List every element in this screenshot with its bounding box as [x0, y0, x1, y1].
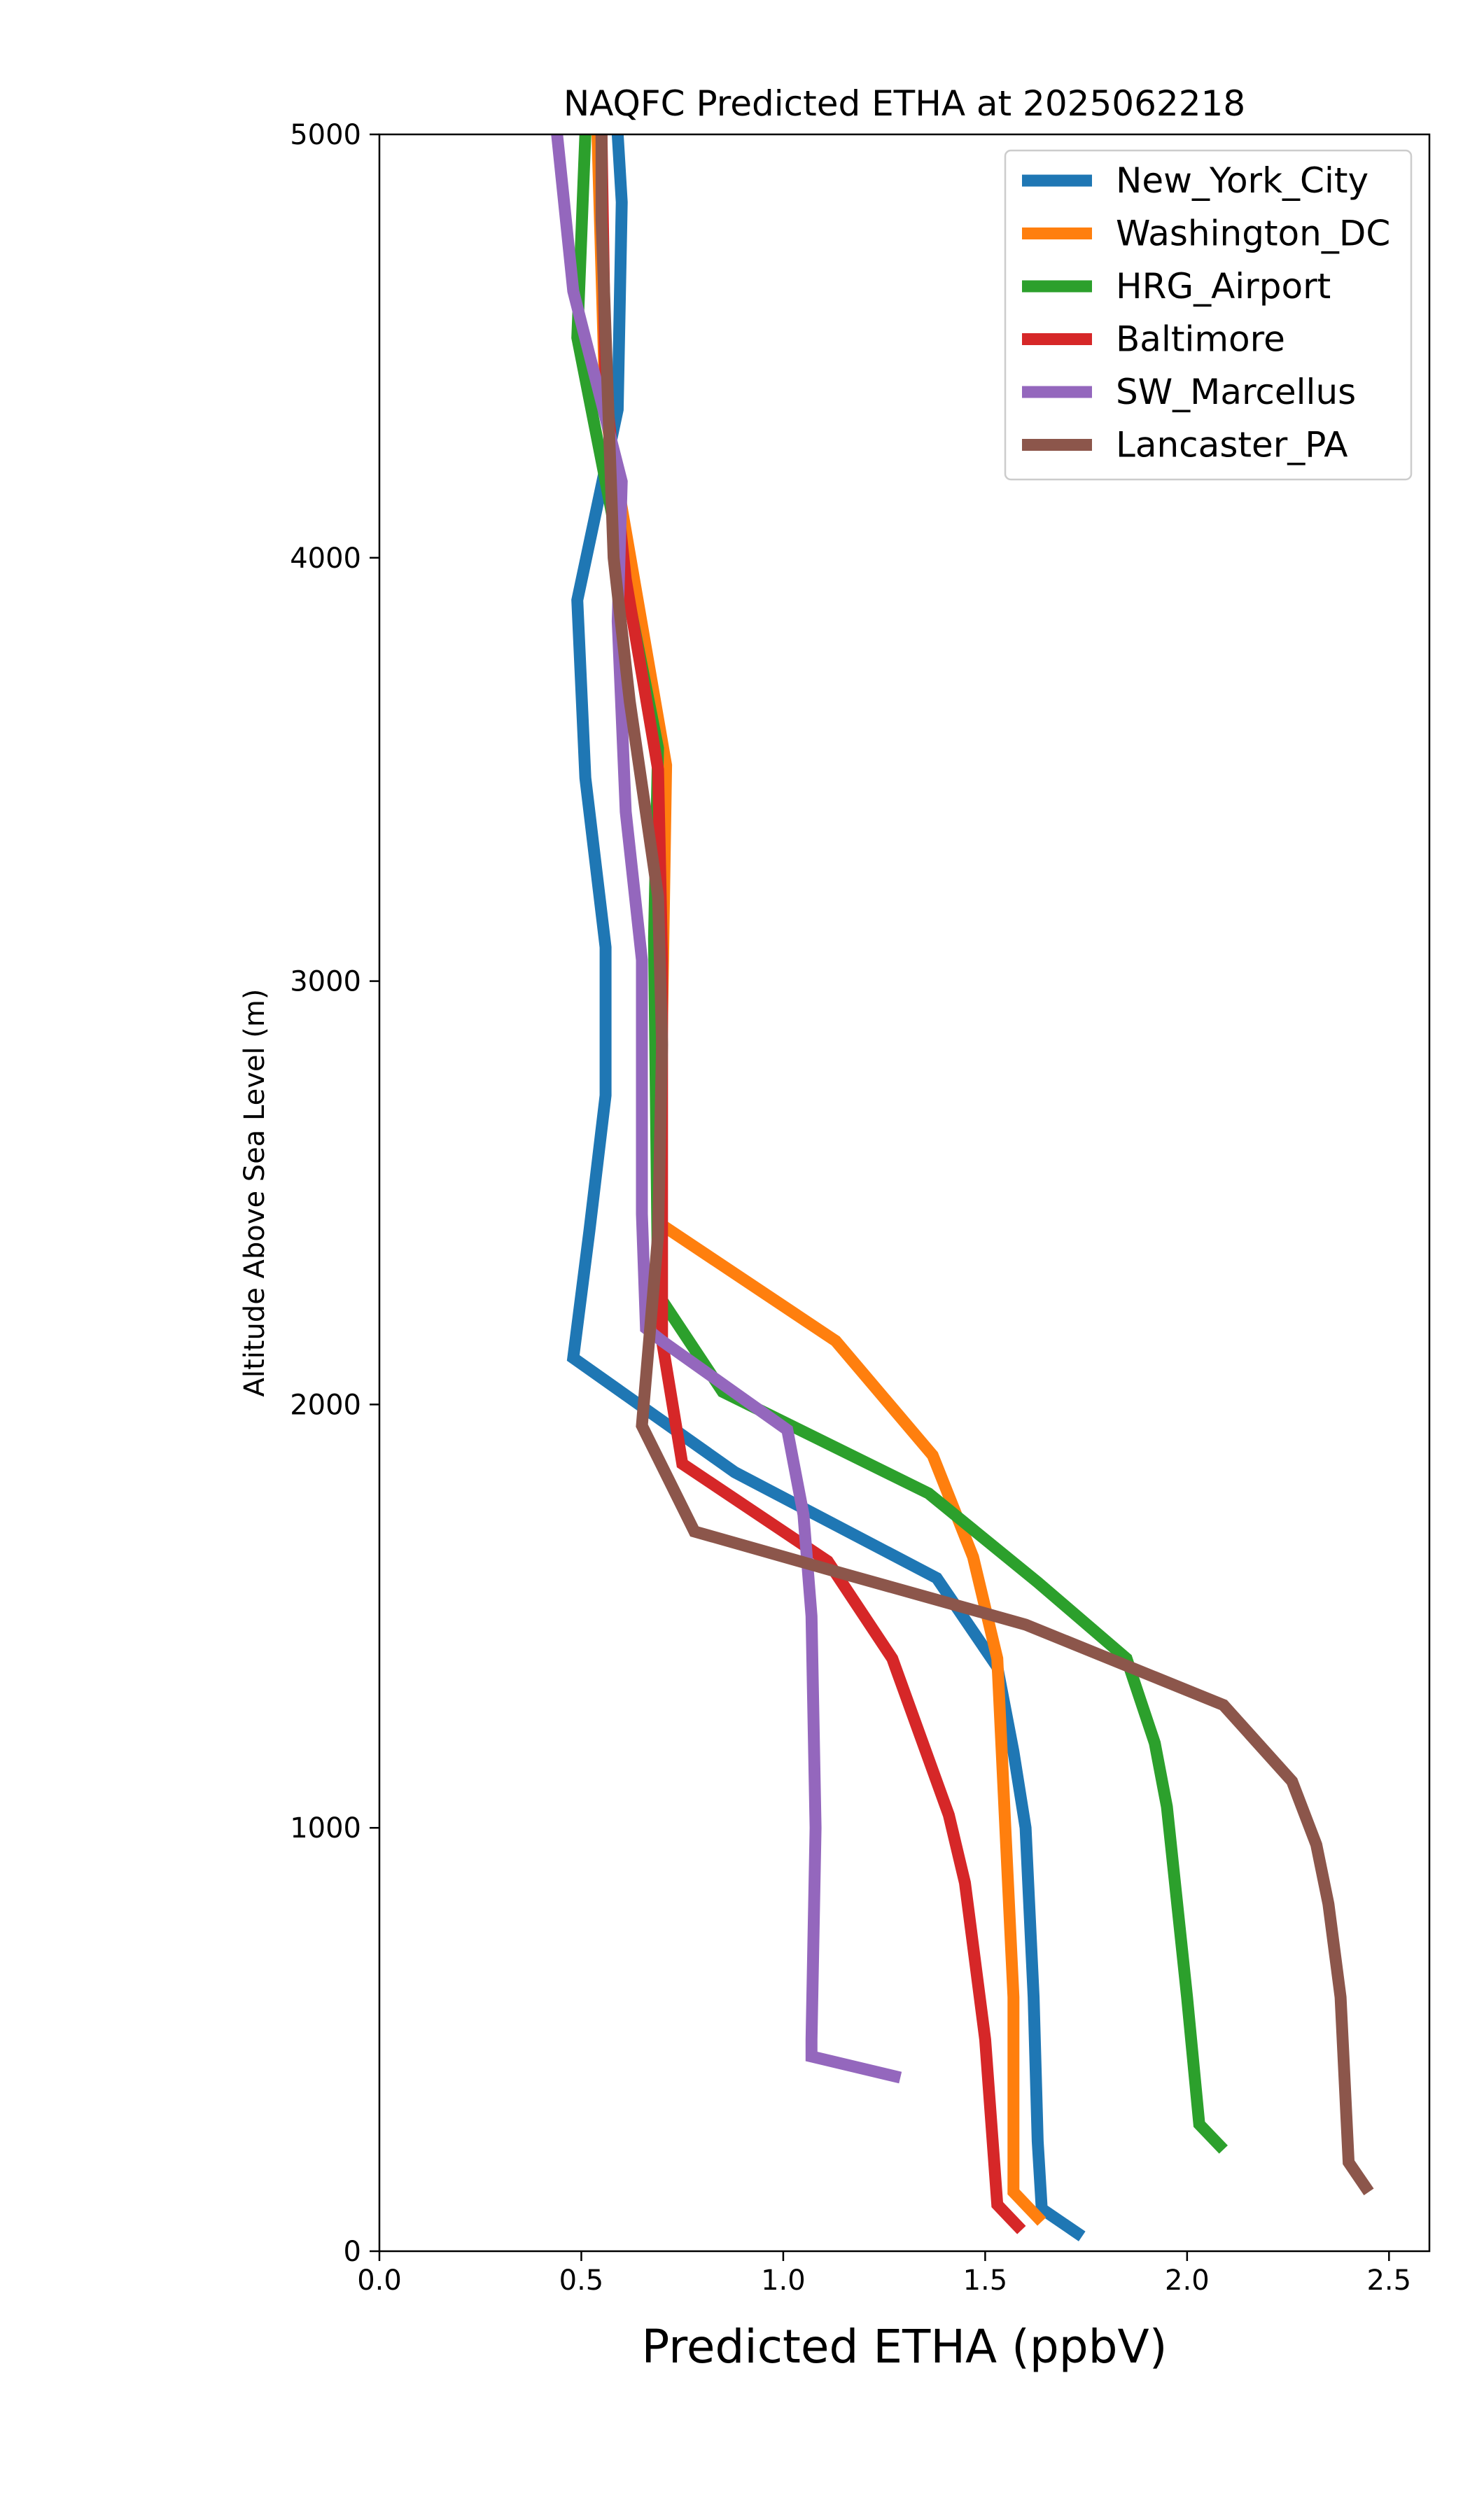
x-tick-label: 2.5	[1366, 2264, 1411, 2297]
x-tick-label: 2.0	[1165, 2264, 1210, 2297]
legend-items: New_York_City Washington_DC HRG_Airport Bal…	[1022, 160, 1390, 465]
legend-label-washington-dc: Washington_DC	[1116, 214, 1390, 254]
legend: New_York_City Washington_DC HRG_Airport Bal…	[1004, 149, 1413, 481]
y-tick-label: 3000	[290, 966, 361, 998]
y-tick-label: 5000	[290, 119, 361, 151]
series-line-baltimore	[595, 134, 1026, 2234]
series-line-washington-dc	[592, 134, 1046, 2226]
x-tick-label: 0.0	[357, 2264, 402, 2297]
y-tick-label: 2000	[290, 1389, 361, 1421]
legend-label-baltimore: Baltimore	[1116, 319, 1285, 360]
x-tick-label: 1.5	[963, 2264, 1008, 2297]
legend-frame	[1004, 149, 1413, 481]
y-axis: 0 1000 2000 3000 4000 5000	[290, 119, 379, 2268]
x-tick-label: 1.0	[761, 2264, 806, 2297]
y-axis-label: Altitude Above Sea Level (m)	[239, 989, 271, 1397]
series-line-new-york-city	[566, 134, 1086, 2241]
y-tick-label: 4000	[290, 542, 361, 575]
y-tick-label: 1000	[290, 1812, 361, 1844]
series-line-lancaster-pa	[595, 134, 1374, 2196]
y-tick-label: 0	[344, 2236, 361, 2268]
series-layer	[551, 134, 1374, 2241]
x-axis: 0.0 0.5 1.0 1.5 2.0 2.5	[357, 2251, 1411, 2297]
legend-label-lancaster-pa: Lancaster_PA	[1116, 425, 1348, 465]
chart-title: NAQFC Predicted ETHA at 2025062218	[564, 83, 1245, 124]
plot-frame	[378, 133, 1431, 2253]
legend-label-new-york-city: New_York_City	[1116, 160, 1368, 201]
x-tick-label: 0.5	[559, 2264, 604, 2297]
legend-label-hrg-airport: HRG_Airport	[1116, 266, 1331, 307]
x-axis-label: Predicted ETHA (ppbV)	[642, 2320, 1168, 2374]
legend-label-sw-marcellus: SW_Marcellus	[1116, 372, 1356, 412]
